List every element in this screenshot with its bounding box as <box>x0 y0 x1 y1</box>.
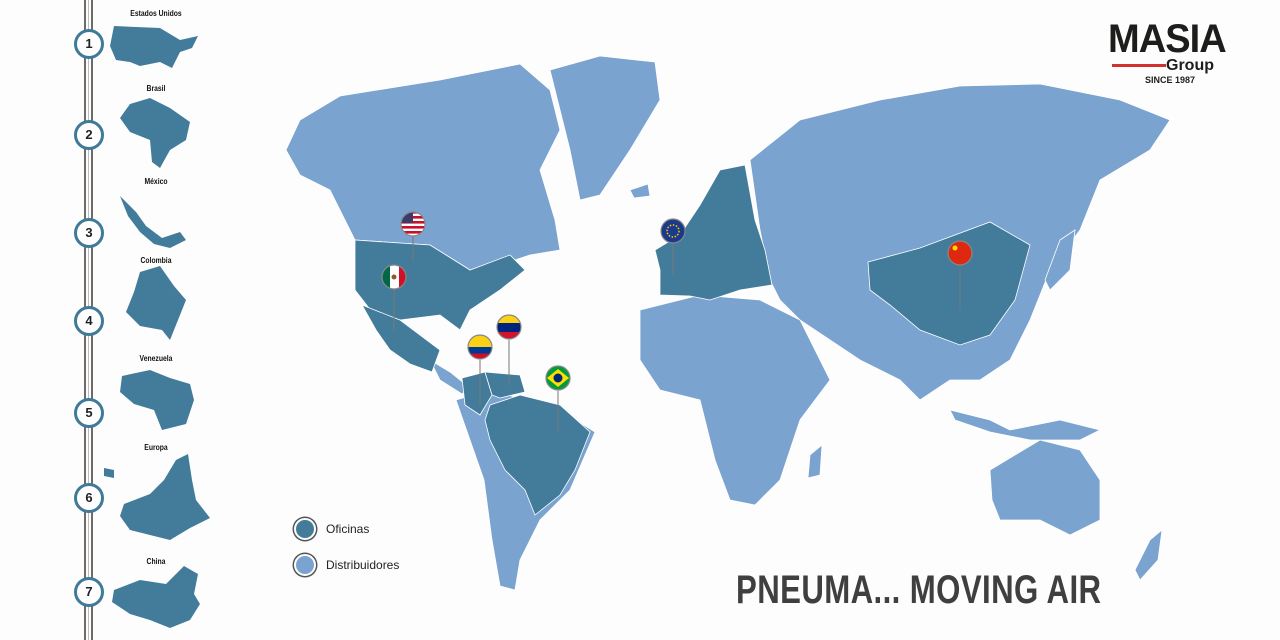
europe-shape <box>104 454 210 540</box>
label-estados-unidos: Estados Unidos <box>130 9 182 18</box>
region-brazil <box>484 394 591 516</box>
slogan: PNEUMA... MOVING AIR <box>736 568 1102 612</box>
mexico-shape <box>120 196 186 248</box>
sidebar-country-shapes <box>104 26 210 628</box>
colombia-flag-icon <box>468 335 492 359</box>
region-canada-alaska <box>285 63 561 271</box>
usa-flag-icon <box>401 212 425 236</box>
legend-distributors: Distribuidores <box>294 554 399 576</box>
china-shape <box>112 566 200 628</box>
region-china <box>867 221 1031 346</box>
region-venezuela <box>484 371 526 399</box>
logo-since: SINCE 1987 <box>1145 75 1196 85</box>
region-new-zealand <box>1134 529 1163 581</box>
label-europa: Europa <box>144 443 168 452</box>
region-mexico <box>361 304 441 373</box>
venezuela-shape <box>120 370 194 430</box>
label-brasil: Brasil <box>146 84 166 93</box>
label-mexico: México <box>144 177 168 186</box>
mexico-flag-icon <box>382 265 406 289</box>
usa-shape <box>110 26 198 68</box>
region-australia <box>989 439 1101 536</box>
distributor-regions <box>285 55 1171 591</box>
region-japan <box>1044 229 1076 291</box>
china-flag-icon <box>948 241 972 265</box>
region-africa <box>639 294 831 506</box>
office-pins <box>393 236 961 432</box>
legend-distributors-label: Distribuidores <box>326 558 400 572</box>
logo-name: MASIA <box>1108 17 1227 61</box>
region-madagascar <box>807 444 823 479</box>
label-colombia: Colombia <box>140 256 172 265</box>
region-greenland <box>549 55 661 201</box>
label-china: China <box>146 557 166 566</box>
brazil-shape <box>120 98 190 168</box>
step-5-badge: 5 <box>74 398 104 428</box>
logo-group: Group <box>1166 57 1214 74</box>
region-iceland <box>629 183 651 199</box>
venezuela-flag-icon <box>497 315 521 339</box>
brazil-flag-icon <box>546 366 570 390</box>
offices-swatch <box>294 518 316 540</box>
region-colombia <box>461 371 493 416</box>
masia-group-logo: MASIA Group SINCE 1987 <box>1108 17 1248 85</box>
office-regions <box>354 164 1031 516</box>
legend-offices-label: Oficinas <box>326 522 370 536</box>
step-6-badge: 6 <box>74 483 104 513</box>
step-3-badge: 3 <box>74 218 104 248</box>
region-europe <box>654 164 773 301</box>
colombia-shape <box>126 266 186 340</box>
region-indonesia <box>949 409 1102 441</box>
label-venezuela: Venezuela <box>139 354 173 363</box>
logo-red-line <box>1112 64 1166 67</box>
eu-flag-icon <box>661 219 685 243</box>
step-7-badge: 7 <box>74 577 104 607</box>
pin-rings <box>381 211 973 391</box>
step-2-badge: 2 <box>74 120 104 150</box>
legend-offices: Oficinas <box>294 518 369 540</box>
step-4-badge: 4 <box>74 306 104 336</box>
step-1-badge: 1 <box>74 29 104 59</box>
distributors-swatch <box>294 554 316 576</box>
